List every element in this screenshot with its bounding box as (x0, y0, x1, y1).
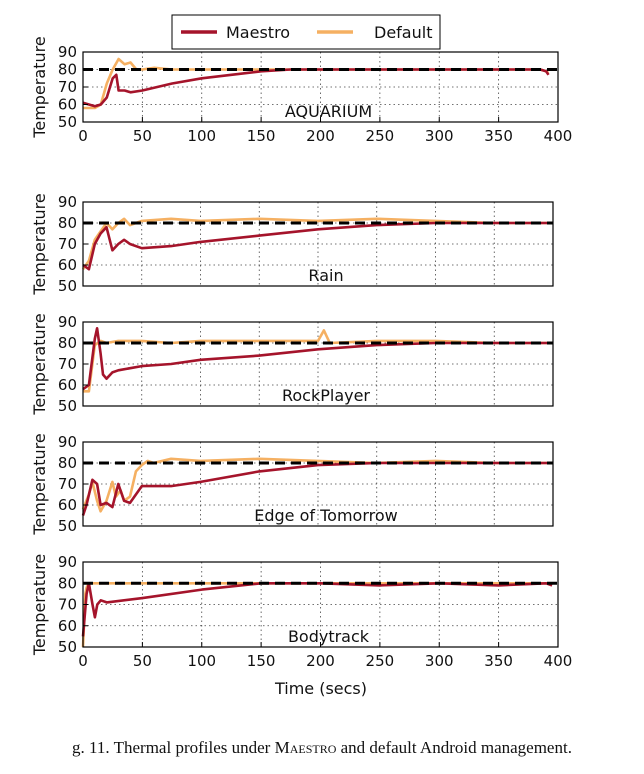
series-maestro-line (82, 326, 553, 391)
series-default-line (83, 57, 550, 110)
y-tick-label: 80 (58, 454, 77, 472)
x-tick-label: 250 (366, 127, 395, 145)
y-tick-label: 80 (58, 61, 77, 79)
x-tick-label: 350 (484, 652, 513, 670)
series-default-line (83, 329, 553, 393)
y-tick-label: 90 (58, 43, 77, 61)
y-tick-label: 90 (58, 313, 77, 331)
panel-title: Bodytrack (288, 627, 370, 646)
y-tick-label: 60 (58, 496, 77, 514)
caption-suffix: and default Android management. (336, 738, 572, 757)
y-tick-label: 50 (58, 277, 77, 295)
y-tick-label: 80 (58, 574, 77, 592)
series-maestro-line (81, 461, 553, 516)
y-tick-label: 70 (58, 235, 77, 253)
series-maestro-line (82, 221, 553, 271)
y-axis-label: Temperature (30, 433, 49, 535)
y-tick-label: 70 (58, 475, 77, 493)
y-tick-label: 80 (58, 214, 77, 232)
y-axis-label: Temperature (30, 554, 49, 656)
legend-maestro-label: Maestro (226, 23, 290, 42)
y-tick-label: 70 (58, 596, 77, 614)
x-tick-label: 50 (133, 652, 152, 670)
y-tick-label: 90 (58, 433, 77, 451)
x-tick-label: 400 (544, 652, 573, 670)
panel-title: Edge of Tomorrow (254, 506, 397, 525)
x-tick-label: 200 (306, 127, 335, 145)
legend: Maestro Default (171, 14, 441, 50)
panel-2: 50 60 70 80 90 Rain Temperature (30, 193, 554, 296)
y-tick-label: 50 (58, 638, 77, 656)
caption-maestro: Maestro (274, 738, 337, 757)
y-tick-label: 60 (58, 617, 77, 635)
panel-title: RockPlayer (282, 386, 370, 405)
panel-title: Rain (308, 266, 343, 285)
x-tick-label: 150 (247, 652, 276, 670)
x-tick-label: 200 (306, 652, 335, 670)
panel-3: 50 60 70 80 90 RockPlayer Temperature (30, 313, 554, 416)
x-tick-label: 350 (484, 127, 513, 145)
x-tick-label: 400 (544, 127, 573, 145)
x-tick-label: 300 (425, 127, 454, 145)
series-default-line (81, 457, 553, 513)
caption-prefix: g. 11. Thermal profiles under (72, 738, 275, 757)
y-tick-label: 50 (58, 517, 77, 535)
y-axis-label: Temperature (30, 193, 49, 295)
legend-default-label: Default (374, 23, 432, 42)
figure-caption: g. 11. Thermal profiles under Maestro an… (0, 738, 644, 758)
panel-title: AQUARIUM (285, 102, 372, 121)
x-tick-label: 100 (187, 652, 216, 670)
y-tick-label: 90 (58, 193, 77, 211)
x-axis-label: Time (secs) (274, 679, 367, 698)
x-tick-label: 50 (133, 127, 152, 145)
x-tick-label: 100 (187, 127, 216, 145)
y-tick-label: 60 (58, 376, 77, 394)
y-axis-label: Temperature (30, 313, 49, 415)
series-maestro-line (82, 68, 550, 108)
y-tick-label: 60 (58, 256, 77, 274)
y-tick-label: 50 (58, 113, 77, 131)
y-tick-label: 70 (58, 78, 77, 96)
x-tick-label: 300 (425, 652, 454, 670)
y-tick-label: 80 (58, 334, 77, 352)
x-tick-label: 0 (78, 127, 88, 145)
y-tick-label: 70 (58, 355, 77, 373)
y-tick-label: 90 (58, 553, 77, 571)
panel-4: 50 60 70 80 90 Edge of Tomorrow Temperature (30, 433, 554, 536)
x-tick-label: 250 (366, 652, 395, 670)
y-axis-label: Temperature (30, 36, 49, 138)
x-tick-label: 150 (247, 127, 276, 145)
y-tick-label: 60 (58, 96, 77, 114)
x-tick-label: 0 (78, 652, 88, 670)
y-tick-label: 50 (58, 397, 77, 415)
